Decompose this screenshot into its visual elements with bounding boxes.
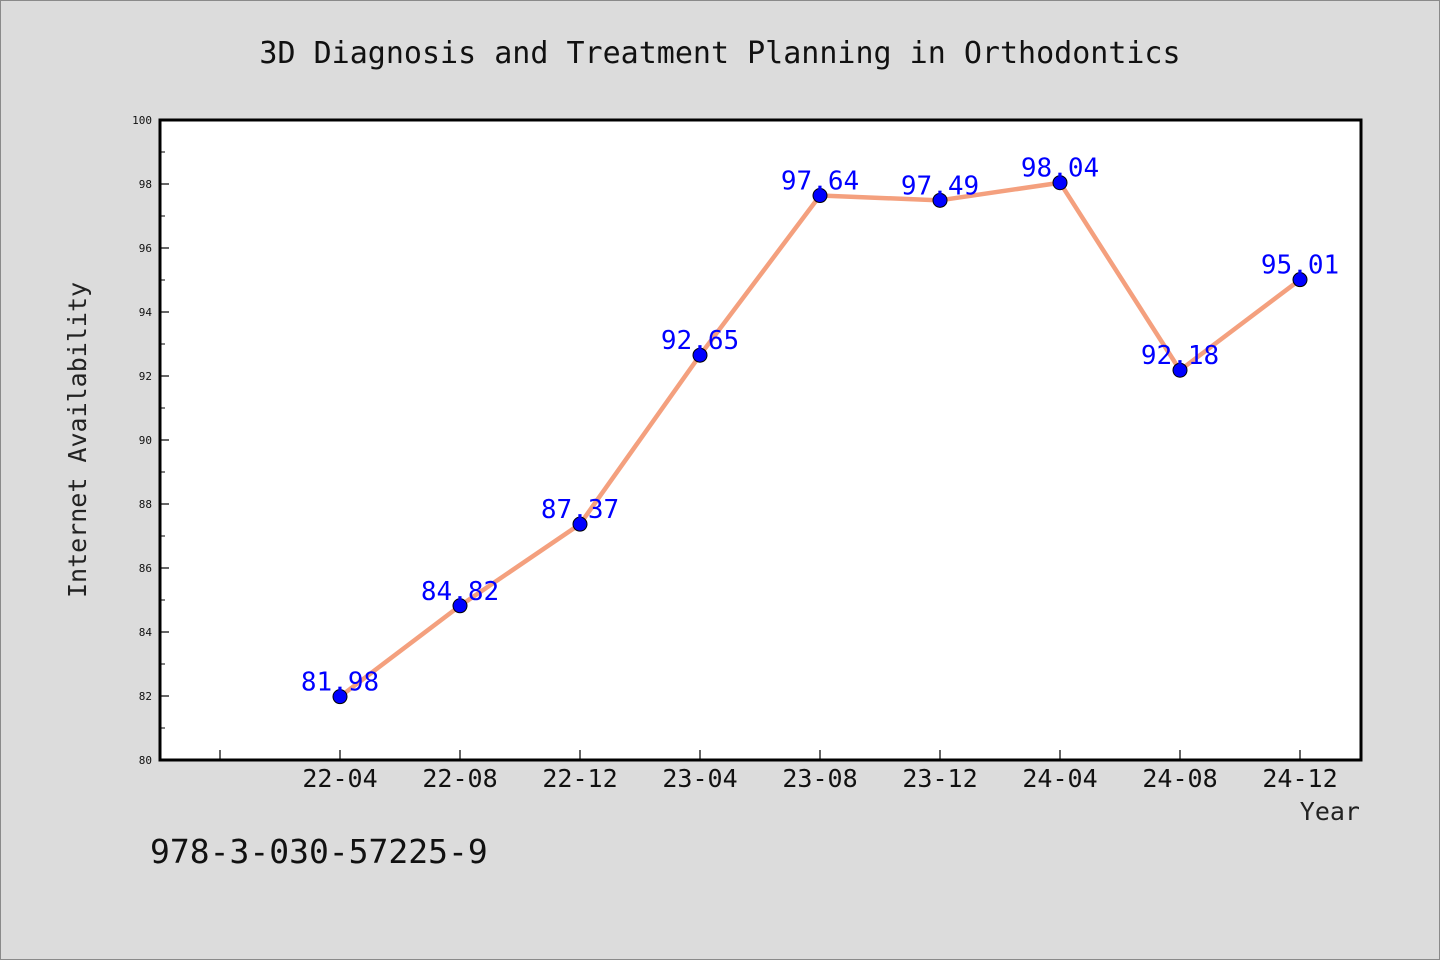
y-tick-label: 88: [139, 498, 152, 511]
y-tick-label: 82: [139, 690, 152, 703]
y-tick-label: 94: [139, 306, 153, 319]
data-point: [452, 598, 468, 614]
isbn-label: 978-3-030-57225-9: [150, 832, 488, 871]
data-point: [1052, 175, 1068, 191]
data-label: 81.98: [301, 668, 379, 698]
y-tick-label: 80: [139, 754, 152, 767]
x-tick-label: 23-08: [782, 764, 857, 793]
data-point: [1292, 272, 1308, 288]
data-point: [332, 689, 348, 705]
data-label: 97.49: [901, 171, 979, 201]
y-tick-label: 84: [139, 626, 153, 639]
data-point: [692, 347, 708, 363]
data-label: 95.01: [1261, 251, 1339, 281]
x-tick-label: 22-08: [422, 764, 497, 793]
y-tick-label: 92: [139, 370, 152, 383]
y-axis-label: Internet Availability: [63, 282, 92, 598]
plot-area: [158, 118, 1363, 762]
y-tick-label: 96: [139, 242, 152, 255]
data-point: [812, 188, 828, 204]
y-tick-label: 90: [139, 434, 152, 447]
y-axis: 80 82 84 86 88 90 92 94 96 98 100: [132, 114, 169, 767]
data-label: 92.65: [661, 326, 739, 356]
data-point: [572, 516, 588, 532]
x-axis-label: Year: [1300, 797, 1360, 826]
chart-title: 3D Diagnosis and Treatment Planning in O…: [259, 36, 1180, 71]
data-label: 97.64: [781, 167, 859, 197]
x-tick-label: 24-08: [1142, 764, 1217, 793]
x-tick-label: 24-04: [1022, 764, 1097, 793]
x-tick-label: 22-04: [302, 764, 377, 793]
data-point: [1172, 362, 1188, 378]
x-tick-label: 22-12: [542, 764, 617, 793]
x-tick-label: 23-12: [902, 764, 977, 793]
data-label: 92.18: [1141, 341, 1219, 371]
x-axis: 22-04 22-08 22-12 23-04 23-08 23-12 24-04 24-08…: [219, 750, 1338, 793]
data-label: 84.82: [421, 577, 499, 607]
y-tick-label: 98: [139, 178, 152, 191]
x-tick-label: 23-04: [662, 764, 737, 793]
x-tick-label: 24-12: [1262, 764, 1337, 793]
y-tick-label: 86: [139, 562, 152, 575]
data-series: 81.98 84.82 87.37 92.65 97.64 97.49 98.04 92.18…: [301, 154, 1339, 705]
data-point: [932, 192, 948, 208]
data-label: 87.37: [541, 495, 619, 525]
y-tick-label: 100: [132, 114, 152, 127]
data-label: 98.04: [1021, 154, 1099, 184]
